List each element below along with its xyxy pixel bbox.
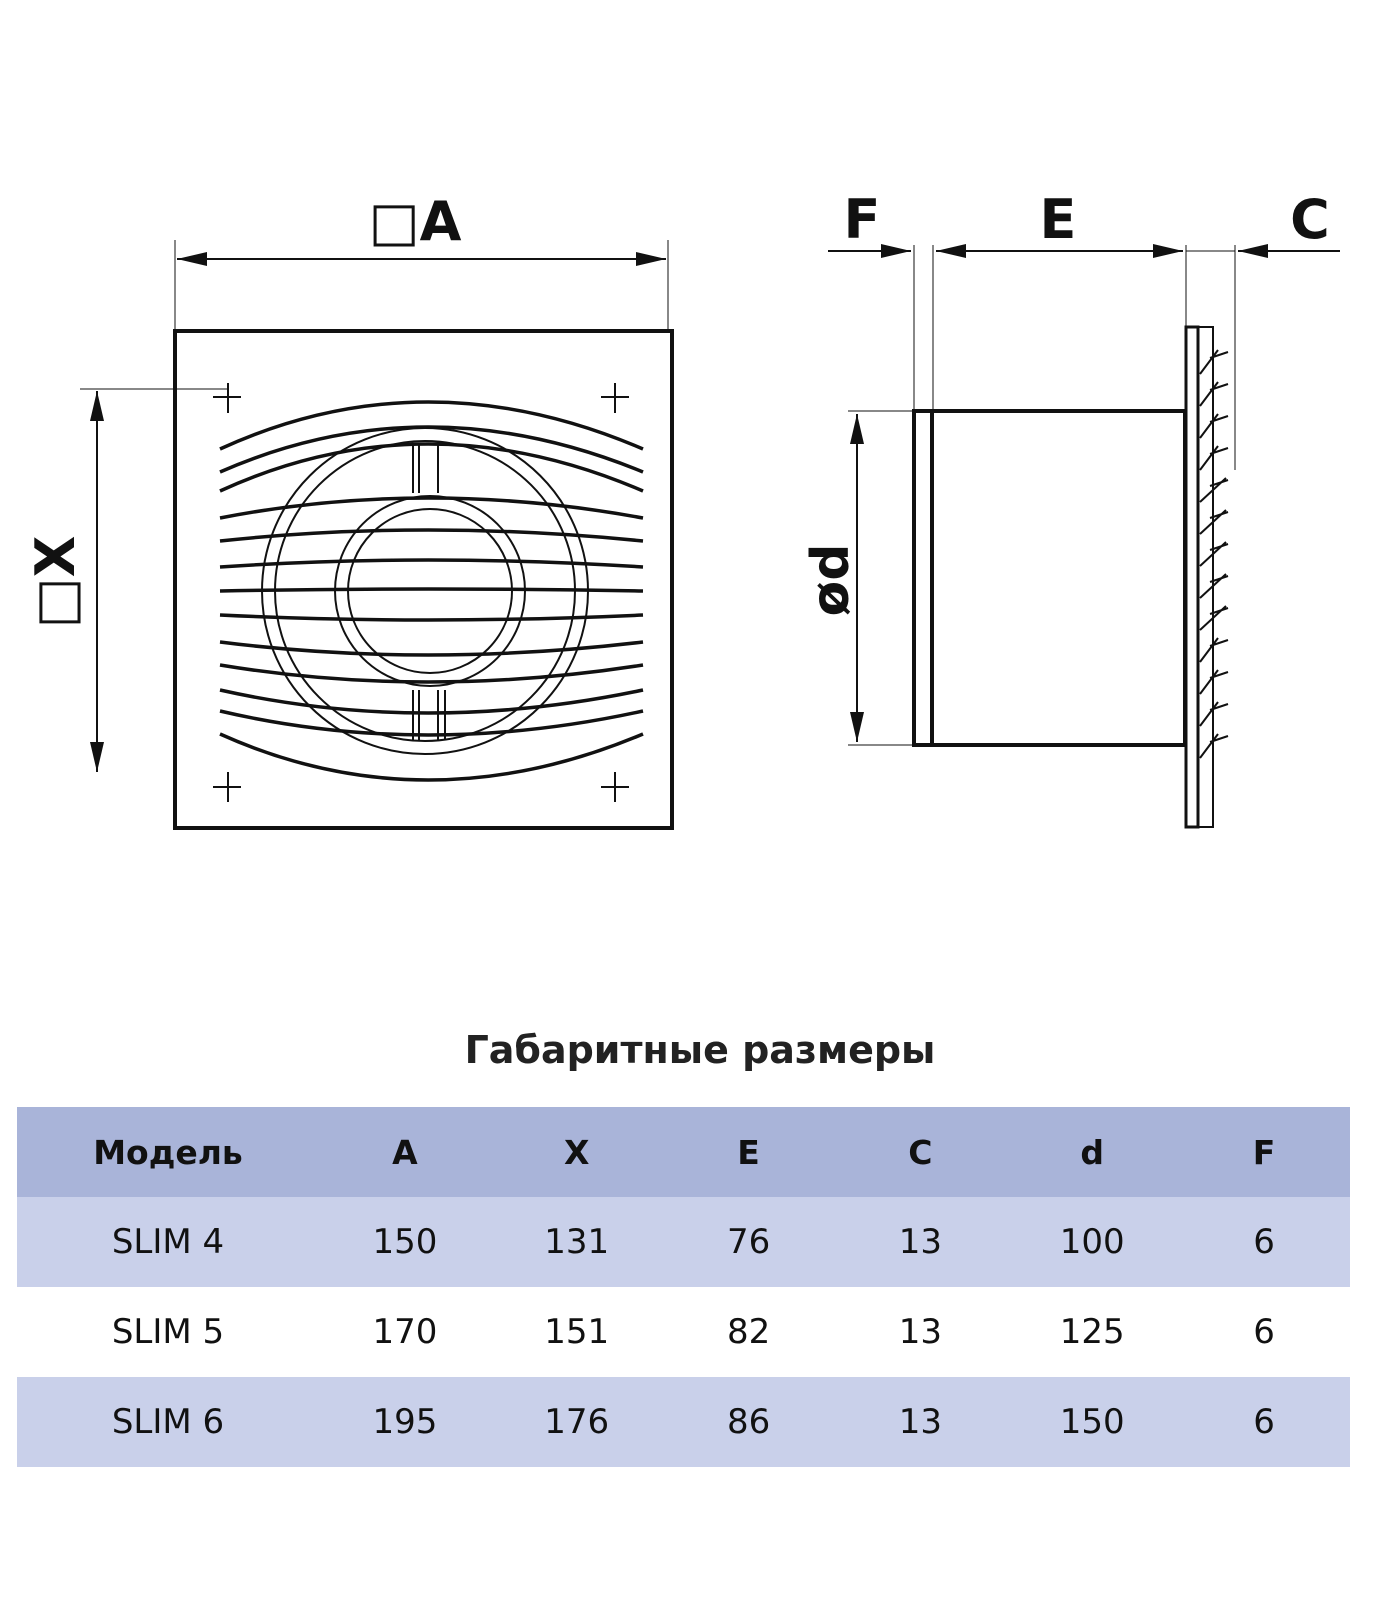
duct-body [912, 409, 1187, 747]
louvre-blade [219, 709, 644, 737]
louvre-edge [1199, 701, 1229, 727]
outer-ring [261, 427, 589, 755]
louvre-blade [219, 613, 644, 622]
table-cell: 170 [372, 1312, 438, 1352]
table-cell: 82 [726, 1312, 771, 1352]
table-cell: SLIM 6 [111, 1402, 225, 1442]
louvre-edge [1199, 349, 1229, 375]
column-header: d [1080, 1132, 1105, 1172]
table-cell: 86 [726, 1402, 771, 1442]
column-header: E [737, 1132, 760, 1172]
louvre-blade [219, 587, 644, 593]
table-cell: 13 [898, 1312, 943, 1352]
side-view [912, 325, 1229, 829]
louvres [219, 400, 644, 782]
table-cell: 13 [898, 1402, 943, 1442]
louvre-edge [1199, 605, 1229, 631]
table-cell: 150 [372, 1222, 438, 1262]
table-cell: 6 [1253, 1402, 1275, 1442]
table-cell: 131 [544, 1222, 610, 1262]
louvre-blade [219, 732, 644, 782]
louvre-blade [219, 558, 644, 569]
technical-drawing: □A □X F E C ød [24, 188, 1340, 830]
table-cell: 76 [726, 1222, 771, 1262]
louvre-edge [1199, 733, 1229, 759]
louvre-edge [1199, 477, 1229, 503]
dimension-d [848, 410, 914, 746]
dimension-d-label: ød [801, 544, 861, 617]
table-row: SLIM 5 170 151 82 13 125 6 [17, 1287, 1350, 1377]
louvre-blade [219, 400, 644, 451]
table-row: SLIM 4 150 131 76 13 100 6 [17, 1197, 1350, 1287]
louvre-blade [219, 528, 644, 543]
table-row: SLIM 6 195 176 86 13 150 6 [17, 1377, 1350, 1467]
outer-ring-inner [274, 440, 576, 742]
louvre-edge [1199, 509, 1229, 535]
column-header: A [392, 1132, 418, 1172]
dimension-x-label: □X [24, 536, 87, 629]
louvre-blade [219, 442, 644, 493]
table-cell: 195 [372, 1402, 438, 1442]
louvre-edge [1199, 637, 1229, 663]
louvre-blade [219, 688, 644, 715]
table-cell: 176 [544, 1402, 610, 1442]
column-header: F [1252, 1132, 1276, 1172]
table-title: Габаритные размеры [464, 1028, 936, 1072]
dimension-fec [828, 244, 1340, 470]
dimension-x [80, 388, 228, 772]
louvre-blade [219, 640, 644, 657]
louvre-edge [1199, 413, 1229, 439]
table-cell: 6 [1253, 1312, 1275, 1352]
front-panel [173, 329, 674, 830]
inner-ring-inner [347, 508, 513, 674]
column-header: Модель [93, 1132, 243, 1172]
louvre-blade [219, 425, 644, 474]
support-bars [412, 443, 446, 740]
table-cell: 150 [1059, 1402, 1125, 1442]
inner-ring [334, 495, 526, 687]
louvre-edge [1199, 445, 1229, 471]
side-louvres [1199, 349, 1229, 759]
louvre-edge [1199, 669, 1229, 695]
louvre-blade [219, 496, 644, 520]
screw-marks [213, 383, 629, 802]
louvre-blade [219, 663, 644, 684]
louvre-edge [1199, 573, 1229, 599]
louvre-edge [1199, 381, 1229, 407]
dimension-e-label: E [1040, 188, 1077, 251]
table-cell: 13 [898, 1222, 943, 1262]
table-cell: 125 [1059, 1312, 1125, 1352]
table-cell: 100 [1059, 1222, 1125, 1262]
table-cell: SLIM 5 [111, 1312, 225, 1352]
front-view [173, 329, 674, 830]
dimension-a-label: □A [369, 190, 462, 253]
table-cell: 151 [544, 1312, 610, 1352]
front-grille [1197, 326, 1214, 828]
column-header: X [564, 1132, 590, 1172]
dimension-c-label: C [1290, 188, 1330, 251]
table-cell: 6 [1253, 1222, 1275, 1262]
louvre-edge [1199, 541, 1229, 567]
column-header: C [908, 1132, 933, 1172]
front-flange [1184, 325, 1200, 829]
dimension-f-label: F [844, 188, 881, 251]
dimension-a [174, 240, 669, 331]
table-cell: SLIM 4 [111, 1222, 225, 1262]
